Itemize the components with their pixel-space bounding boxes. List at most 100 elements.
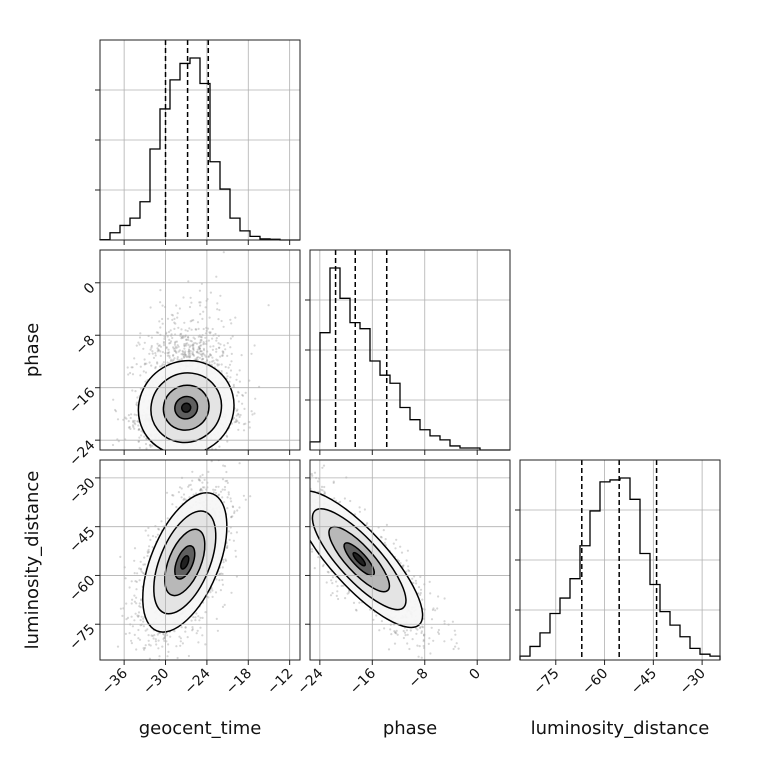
- scatter-point: [199, 487, 202, 490]
- scatter-point: [133, 559, 136, 562]
- scatter-point: [233, 511, 236, 515]
- scatter-point: [211, 360, 214, 363]
- scatter-point: [214, 488, 217, 492]
- scatter-point: [161, 304, 164, 307]
- scatter-point: [116, 418, 120, 421]
- scatter-point: [216, 364, 219, 367]
- scatter-point: [174, 347, 177, 350]
- scatter-point: [150, 344, 153, 348]
- scatter-point: [173, 341, 177, 344]
- scatter-point: [235, 378, 238, 381]
- scatter-point: [182, 351, 185, 354]
- scatter-point: [166, 655, 169, 658]
- scatter-point: [222, 561, 225, 564]
- scatter-point: [197, 335, 200, 338]
- scatter-point: [180, 332, 183, 335]
- scatter-point: [163, 633, 166, 636]
- scatter-point: [189, 350, 192, 353]
- histogram-step-geocent-time: [99, 57, 300, 241]
- scatter-point: [190, 619, 193, 622]
- scatter-point: [195, 612, 198, 615]
- scatter-point: [232, 505, 235, 509]
- scatter-point: [114, 408, 117, 412]
- scatter-point: [204, 306, 207, 309]
- scatter-point: [196, 351, 199, 354]
- scatter-point: [140, 599, 143, 602]
- scatter-point: [211, 447, 214, 450]
- scatter-point: [209, 332, 212, 335]
- scatter-point: [240, 354, 243, 357]
- scatter-point: [218, 445, 221, 448]
- scatter-point: [229, 337, 232, 340]
- scatter-point: [229, 376, 232, 379]
- scatter-point: [200, 350, 203, 353]
- scatter-point: [182, 296, 185, 299]
- panel-border: [309, 249, 511, 451]
- scatter-point: [161, 363, 164, 366]
- scatter-point: [184, 630, 187, 633]
- scatter-point: [169, 635, 172, 638]
- scatter-point: [238, 369, 241, 372]
- scatter-point: [192, 353, 195, 356]
- scatter-point: [139, 365, 142, 368]
- scatter-point: [174, 350, 177, 353]
- scatter-point: [187, 350, 191, 353]
- scatter-point: [217, 318, 220, 321]
- scatter-point: [156, 350, 159, 353]
- scatter-point: [187, 336, 190, 339]
- scatter-point: [139, 619, 142, 622]
- scatter-point: [186, 342, 189, 345]
- scatter-point: [136, 672, 138, 674]
- scatter-point: [222, 464, 225, 467]
- scatter-point: [187, 348, 191, 351]
- scatter-point: [192, 353, 195, 356]
- scatter-point: [211, 595, 214, 599]
- scatter-point: [166, 361, 169, 364]
- scatter-point: [231, 335, 234, 338]
- scatter-point: [171, 503, 174, 506]
- scatter-point: [181, 353, 184, 356]
- scatter-point: [241, 394, 245, 397]
- scatter-point: [145, 362, 148, 365]
- scatter-point: [202, 310, 205, 313]
- scatter-point: [183, 344, 186, 347]
- scatter-point: [194, 616, 197, 619]
- scatter-point: [202, 357, 205, 360]
- scatter-point: [172, 354, 175, 357]
- scatter-point: [143, 363, 146, 366]
- scatter-point: [131, 598, 134, 601]
- scatter-point: [194, 328, 197, 331]
- scatter-point: [139, 568, 142, 571]
- scatter-point: [124, 577, 127, 580]
- scatter-point: [232, 451, 234, 453]
- scatter-point: [230, 322, 233, 325]
- scatter-point: [189, 354, 192, 357]
- scatter-point: [133, 421, 136, 425]
- scatter-point: [212, 491, 215, 494]
- scatter-point: [176, 356, 179, 359]
- scatter-point: [227, 366, 230, 369]
- scatter-point: [182, 354, 185, 357]
- scatter-point: [209, 591, 212, 594]
- scatter-point: [191, 628, 194, 631]
- scatter-point: [187, 343, 190, 346]
- scatter-point: [192, 336, 195, 339]
- scatter-point: [187, 280, 190, 283]
- scatter-point: [193, 337, 196, 340]
- scatter-point: [156, 633, 159, 636]
- scatter-point: [183, 353, 186, 356]
- scatter-point: [144, 644, 147, 647]
- scatter-point: [139, 624, 142, 627]
- scatter-point: [214, 332, 217, 336]
- scatter-point: [183, 347, 186, 350]
- scatter-point: [232, 385, 235, 388]
- scatter-point: [148, 657, 151, 660]
- scatter-point: [238, 421, 241, 424]
- scatter-point: [219, 355, 222, 358]
- scatter-point: [237, 390, 240, 393]
- scatter-point: [187, 350, 190, 353]
- scatter-point: [147, 526, 150, 530]
- scatter-point: [192, 342, 195, 345]
- scatter-point: [202, 327, 205, 331]
- scatter-point: [157, 527, 160, 531]
